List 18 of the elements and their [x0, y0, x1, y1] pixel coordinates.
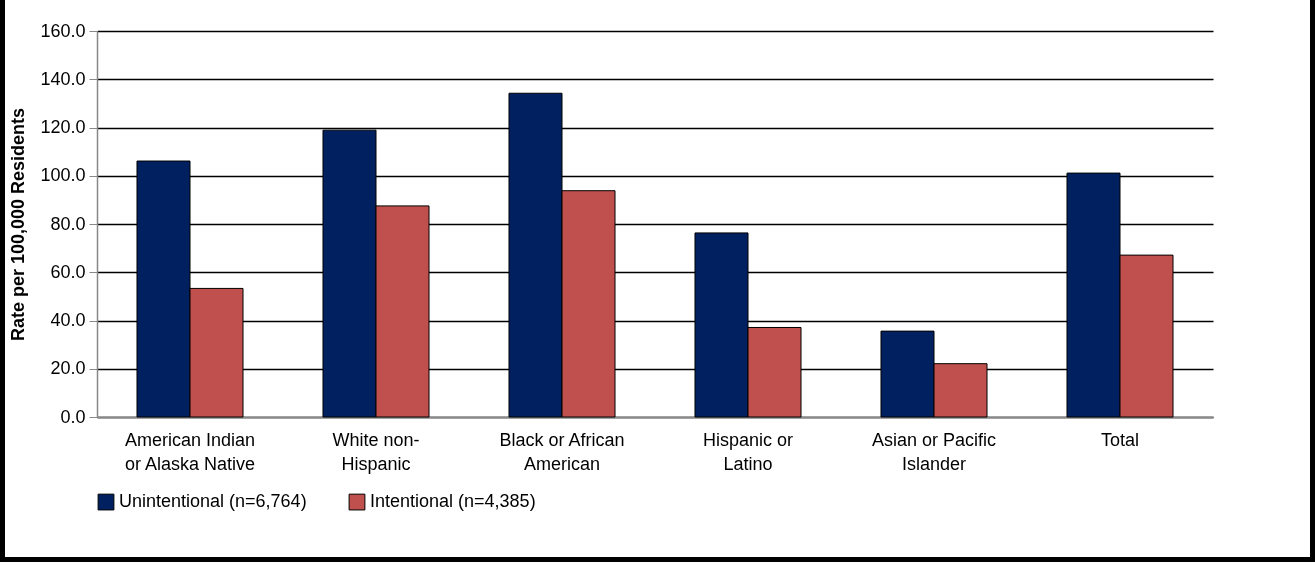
x-tick-label: White non- Hispanic: [332, 429, 420, 474]
x-tick-label: Total: [1100, 429, 1140, 450]
y-tick-label: 20.0: [50, 358, 86, 379]
y-tick-label: 160.0: [40, 20, 86, 41]
legend-label: Intentional (n=4,385): [370, 491, 536, 512]
legend-label: Unintentional (n=6,764): [119, 491, 307, 512]
y-tick-label: 100.0: [40, 165, 86, 186]
y-tick-label: 120.0: [40, 117, 86, 137]
y-tick-label: 0.0: [60, 406, 86, 427]
x-tick-label: Hispanic or Latino: [702, 429, 794, 474]
y-tick-label: 60.0: [50, 261, 86, 282]
y-tick-label: 80.0: [50, 213, 86, 234]
y-axis-title: Rate per 100,000 Residents: [8, 107, 29, 342]
x-tick-label: Asian or Pacific Islander: [871, 429, 997, 474]
x-tick-label: American Indian or Alaska Native: [124, 429, 256, 474]
y-tick-label: 40.0: [50, 310, 86, 330]
y-tick-label: 140.0: [40, 68, 86, 89]
x-tick-label: Black or African American: [499, 429, 625, 474]
